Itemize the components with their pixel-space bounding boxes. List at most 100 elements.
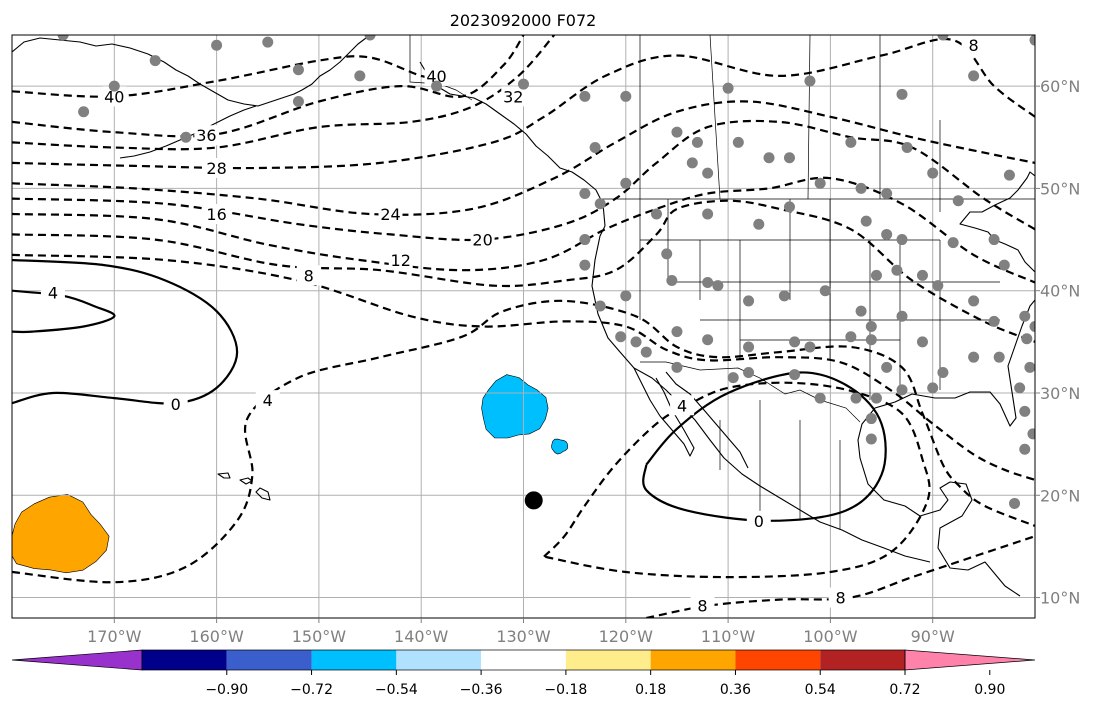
station-point bbox=[916, 269, 928, 281]
colorbar-right-arrow bbox=[904, 649, 1036, 671]
contour-label: 8 bbox=[697, 597, 707, 616]
contour-label-background bbox=[828, 587, 853, 608]
colorbar-tick-label: −0.72 bbox=[290, 682, 333, 698]
station-point bbox=[845, 331, 857, 343]
station-point bbox=[881, 361, 893, 373]
contour-label: 20 bbox=[472, 231, 492, 250]
station-point bbox=[819, 285, 831, 297]
lon-tick-label: 100°W bbox=[803, 627, 858, 646]
station-point bbox=[579, 234, 591, 246]
station-point bbox=[804, 341, 816, 353]
station-point bbox=[712, 280, 724, 292]
mexico-states bbox=[719, 400, 841, 530]
station-point bbox=[743, 341, 755, 353]
station-point bbox=[691, 136, 703, 148]
contour-label-background bbox=[194, 125, 219, 146]
contour-line bbox=[12, 258, 239, 405]
lon-tick-label: 160°W bbox=[189, 627, 244, 646]
station-point bbox=[149, 55, 161, 67]
station-point bbox=[968, 351, 980, 363]
station-point bbox=[615, 331, 627, 343]
colorbar-segment bbox=[735, 650, 821, 670]
colorbar-tick-label: 0.72 bbox=[889, 682, 920, 698]
station-point bbox=[431, 80, 443, 92]
lon-tick-label: 150°W bbox=[292, 627, 347, 646]
lon-tick-label: 140°W bbox=[394, 627, 449, 646]
contour-label-background bbox=[163, 394, 188, 415]
station-point bbox=[865, 433, 877, 445]
station-point bbox=[57, 35, 69, 41]
station-point bbox=[686, 157, 698, 169]
contour-label-background bbox=[296, 265, 321, 286]
station-point bbox=[594, 300, 606, 312]
contour-label: 4 bbox=[48, 284, 58, 303]
contour-line bbox=[12, 100, 1035, 216]
contour-line bbox=[12, 176, 1035, 284]
station-point bbox=[727, 372, 739, 384]
north-america-coastline bbox=[959, 171, 1035, 273]
contour-label: 36 bbox=[196, 126, 216, 145]
station-point bbox=[901, 142, 913, 154]
colorbar-segment bbox=[396, 650, 482, 670]
contour-label: 4 bbox=[263, 391, 273, 410]
station-point bbox=[262, 36, 274, 48]
station-point bbox=[937, 367, 949, 379]
station-point bbox=[650, 208, 662, 220]
contour-label: 0 bbox=[171, 395, 181, 414]
colorbar-tick-label: −0.54 bbox=[375, 682, 418, 698]
colorbar-segment bbox=[311, 650, 397, 670]
station-point bbox=[753, 218, 765, 230]
station-point bbox=[783, 201, 795, 213]
contour-line bbox=[12, 119, 1035, 242]
station-point bbox=[661, 248, 673, 260]
lon-tick-label: 90°W bbox=[911, 627, 955, 646]
station-point bbox=[579, 259, 591, 271]
station-point bbox=[579, 90, 591, 102]
station-point bbox=[937, 35, 949, 41]
station-point bbox=[620, 90, 632, 102]
colorbar-segment bbox=[650, 650, 736, 670]
station-point bbox=[1003, 169, 1015, 181]
contour-label: 0 bbox=[754, 512, 764, 531]
us-mexico-border bbox=[640, 361, 861, 423]
station-point bbox=[927, 382, 939, 394]
lon-tick-label: 110°W bbox=[701, 627, 756, 646]
contour-label: 8 bbox=[304, 266, 314, 285]
contour-label: 4 bbox=[677, 396, 687, 415]
station-point bbox=[671, 126, 683, 138]
contour-label: 16 bbox=[206, 205, 226, 224]
contour-label: 24 bbox=[380, 205, 400, 224]
colorbar-tick-label: 0.54 bbox=[805, 682, 836, 698]
station-point bbox=[666, 274, 678, 286]
colorbar-frame bbox=[141, 649, 906, 671]
station-point bbox=[896, 88, 908, 100]
station-point bbox=[1027, 428, 1035, 440]
station-point bbox=[702, 208, 714, 220]
contour-line bbox=[12, 35, 556, 151]
station-point bbox=[896, 310, 908, 322]
contour-line bbox=[12, 253, 1035, 481]
station-point bbox=[814, 177, 826, 189]
station-point bbox=[968, 295, 980, 307]
station-point bbox=[783, 152, 795, 164]
contour-label-background bbox=[746, 510, 771, 531]
colorbar-tick-label: −0.90 bbox=[205, 682, 248, 698]
contour-label-background bbox=[670, 395, 695, 416]
station-point bbox=[292, 95, 304, 107]
contour-label: 32 bbox=[503, 87, 523, 106]
station-point bbox=[778, 290, 790, 302]
station-point bbox=[881, 188, 893, 200]
contour-label-background bbox=[378, 203, 403, 224]
station-point bbox=[722, 82, 734, 94]
contour-label: 40 bbox=[104, 87, 124, 106]
colorbar-tick-label: −0.36 bbox=[460, 682, 503, 698]
contour-line bbox=[12, 35, 525, 138]
station-point bbox=[870, 392, 882, 404]
station-point bbox=[743, 367, 755, 379]
station-point bbox=[518, 78, 529, 90]
station-point bbox=[354, 70, 366, 82]
station-point bbox=[630, 336, 642, 348]
contour-label-background bbox=[690, 595, 715, 616]
